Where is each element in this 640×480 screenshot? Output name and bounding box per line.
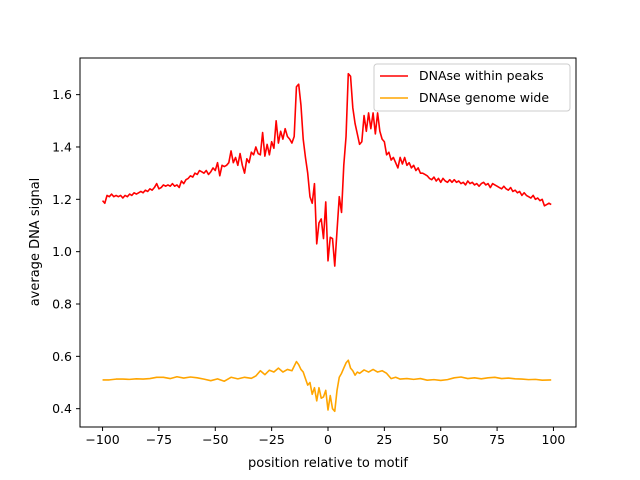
y-axis-label: average DNA signal bbox=[28, 178, 43, 307]
x-tick-label: −50 bbox=[202, 432, 228, 447]
x-tick-label: 50 bbox=[433, 432, 449, 447]
legend-label-genome-wide: DNAse genome wide bbox=[419, 90, 549, 105]
y-tick-label: 1.6 bbox=[52, 87, 72, 102]
y-tick-label: 1.0 bbox=[52, 244, 72, 259]
y-axis: 0.4 0.6 0.8 1.0 1.2 1.4 1.6 bbox=[52, 87, 80, 416]
x-tick-label: −100 bbox=[85, 432, 119, 447]
y-tick-label: 0.6 bbox=[52, 349, 72, 364]
x-tick-label: −75 bbox=[146, 432, 172, 447]
legend: DNAse within peaks DNAse genome wide bbox=[373, 63, 571, 112]
x-tick-label: 100 bbox=[542, 432, 566, 447]
legend-box bbox=[373, 63, 571, 112]
series-layer bbox=[101, 72, 552, 413]
y-tick-label: 0.8 bbox=[52, 297, 72, 312]
x-tick-label: −25 bbox=[258, 432, 284, 447]
x-tick-label: 25 bbox=[376, 432, 392, 447]
series-line-within-peaks bbox=[101, 72, 552, 267]
legend-label-within-peaks: DNAse within peaks bbox=[419, 68, 544, 83]
x-axis-label: position relative to motif bbox=[248, 456, 408, 471]
x-axis: −100 −75 −50 −25 0 25 50 75 100 bbox=[85, 427, 565, 447]
x-tick-label: 75 bbox=[489, 432, 505, 447]
y-tick-label: 1.2 bbox=[52, 192, 72, 207]
y-tick-label: 0.4 bbox=[52, 401, 72, 416]
y-tick-label: 1.4 bbox=[52, 139, 72, 154]
x-tick-label: 0 bbox=[324, 432, 332, 447]
series-line-genome-wide bbox=[102, 359, 552, 413]
